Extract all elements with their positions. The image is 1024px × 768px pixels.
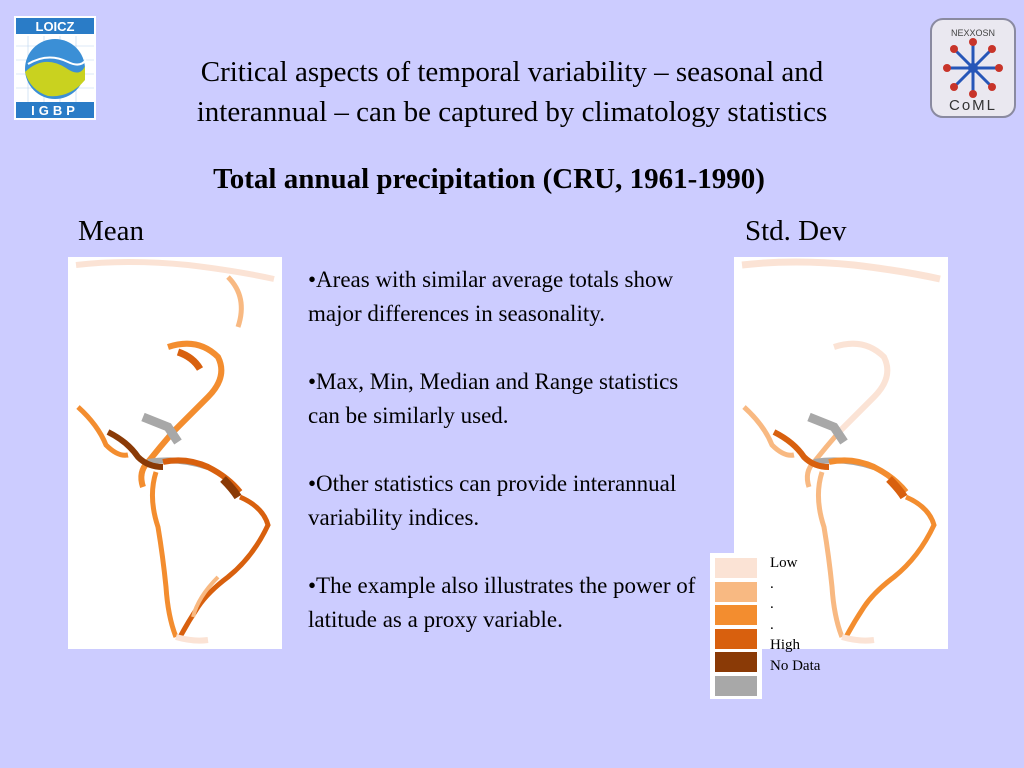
title-line-2: interannual – can be captured by climato…: [196, 96, 828, 128]
bullet-3: •Other statistics can provide interannua…: [308, 471, 677, 530]
std-dev-label: Std. Dev: [745, 215, 847, 247]
mean-precipitation-map: [68, 257, 282, 649]
logo-coml-text: CoML: [949, 97, 997, 114]
logo-arc-text: NEXXOSN: [951, 28, 995, 38]
bullet-1: •Areas with similar average totals show …: [308, 267, 674, 326]
mean-label: Mean: [78, 215, 145, 247]
legend-label: No Data: [770, 657, 821, 674]
legend-swatch: [715, 581, 757, 602]
bullet-2: •Max, Min, Median and Range statistics c…: [308, 369, 679, 428]
bullet-list: •Areas with similar average totals show …: [308, 263, 708, 671]
legend-swatch: [715, 605, 757, 625]
legend-labels: Low... High No Data: [770, 553, 820, 676]
bullet-4: •The example also illustrates the power …: [308, 573, 696, 632]
legend-swatch: [715, 652, 757, 672]
std-dev-precipitation-map: [734, 257, 948, 649]
logo-bottom-text: IGBP: [31, 103, 79, 118]
slide-subtitle: Total annual precipitation (CRU, 1961-19…: [213, 163, 765, 195]
slide-title: Critical aspects of temporal variability…: [90, 52, 934, 132]
legend-label: .: [770, 575, 774, 592]
legend-label: .: [770, 596, 774, 612]
legend-swatch: [715, 558, 757, 578]
legend-swatch: [715, 628, 757, 649]
title-line-1: Critical aspects of temporal variability…: [200, 56, 824, 88]
legend-label: High: [770, 637, 800, 653]
loicz-igbp-logo: LOICZ IGBP: [14, 16, 96, 120]
legend-swatches: [710, 553, 762, 699]
legend-swatch: [715, 675, 757, 696]
logo-top-text: LOICZ: [36, 19, 75, 34]
legend-label: Low: [770, 555, 798, 571]
coml-logo: NEXXOSN CoML: [930, 18, 1016, 118]
legend-label: .: [770, 616, 774, 633]
